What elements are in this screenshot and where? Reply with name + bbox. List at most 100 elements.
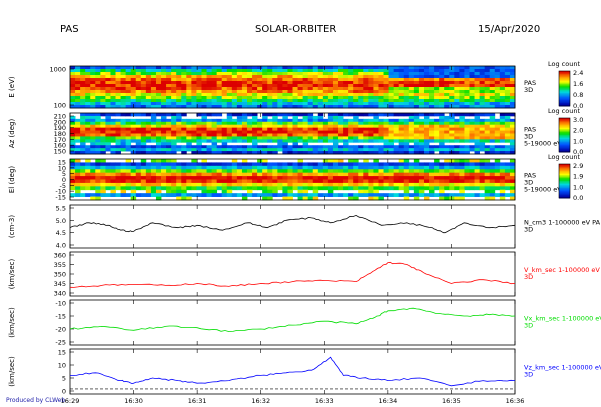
heatmap-cell-0-10-76: [454, 96, 460, 100]
heatmap-cell-2-2-69: [418, 165, 425, 170]
heatmap-cell-0-4-44: [292, 78, 298, 82]
heatmap-cell-1-6-28: [211, 130, 218, 134]
heatmap-cell-1-6-10: [120, 130, 127, 134]
heatmap-cell-1-6-69: [418, 130, 425, 134]
heatmap-cell-2-1-85: [499, 162, 506, 167]
heatmap-cell-2-8-85: [499, 186, 506, 191]
heatmap-cell-1-7-86: [504, 133, 511, 137]
heatmap-cell-0-12-10: [120, 102, 127, 106]
heatmap-cell-2-4-0: [70, 172, 76, 177]
heatmap-cell-1-6-4: [90, 130, 96, 134]
heatmap-cell-0-4-24: [191, 78, 197, 82]
heatmap-cell-1-5-14: [140, 127, 147, 131]
heatmap-cell-0-6-75: [449, 84, 455, 88]
heatmap-cell-2-10-44: [292, 193, 298, 197]
heatmap-cell-1-5-52: [332, 127, 339, 131]
heatmap-cell-1-5-19: [166, 127, 172, 131]
heatmap-cell-0-6-20: [171, 84, 177, 88]
heatmap-cell-2-9-21: [176, 189, 182, 194]
heatmap-cell-2-3-8: [110, 169, 116, 174]
heatmap-cell-1-4-14: [140, 124, 147, 129]
heatmap-cell-1-0-42: [282, 113, 288, 117]
heatmap-cell-2-5-53: [338, 176, 344, 180]
heatmap-cell-1-9-61: [378, 139, 384, 143]
heatmap-cell-2-4-61: [378, 172, 384, 177]
heatmap-cell-2-10-41: [277, 193, 283, 197]
heatmap-cell-1-8-39: [267, 136, 273, 140]
heatmap-cell-2-2-74: [444, 165, 450, 170]
ytick-label-3-0: 5.5: [56, 205, 66, 213]
heatmap-cell-2-0-20: [171, 159, 177, 163]
heatmap-cell-1-12-25: [196, 148, 202, 152]
ytick-label-1-0: 210: [54, 113, 66, 121]
heatmap-cell-1-9-0: [70, 139, 76, 143]
heatmap-cell-0-3-30: [221, 75, 228, 79]
heatmap-cell-1-9-59: [368, 139, 374, 143]
heatmap-cell-0-8-29: [216, 90, 223, 94]
heatmap-cell-1-11-29: [216, 145, 223, 149]
colorbar-cell-1-9: [559, 130, 570, 133]
heatmap-cell-2-3-47: [307, 169, 314, 174]
heatmap-cell-1-13-13: [135, 151, 142, 155]
heatmap-cell-0-0-53: [338, 66, 344, 70]
heatmap-cell-0-7-74: [444, 87, 450, 91]
heatmap-cell-2-5-6: [100, 176, 106, 180]
heatmap-cell-1-3-1: [75, 121, 81, 126]
heatmap-cell-0-8-73: [439, 90, 445, 94]
heatmap-cell-1-4-17: [155, 124, 162, 129]
heatmap-cell-2-4-86: [504, 172, 511, 177]
heatmap-cell-1-9-66: [403, 139, 410, 143]
heatmap-cell-0-4-19: [166, 78, 172, 82]
heatmap-cell-0-0-58: [363, 66, 369, 70]
heatmap-cell-0-12-67: [408, 102, 415, 106]
heatmap-cell-1-5-39: [267, 127, 273, 131]
heatmap-cell-1-4-78: [464, 124, 470, 129]
heatmap-cell-0-1-75: [449, 69, 455, 73]
colorbar-cell-1-0: [559, 118, 570, 120]
heatmap-cell-1-9-3: [85, 139, 91, 143]
heatmap-cell-0-9-36: [252, 93, 258, 97]
heatmap-cell-1-12-60: [373, 148, 379, 152]
heatmap-cell-2-4-63: [388, 172, 395, 177]
heatmap-cell-0-13-11: [125, 105, 132, 109]
heatmap-cell-0-9-63: [388, 93, 395, 97]
heatmap-cell-2-3-45: [297, 169, 304, 174]
heatmap-cell-1-2-51: [327, 118, 334, 123]
heatmap-cell-1-4-20: [171, 124, 177, 129]
heatmap-cell-1-4-7: [105, 124, 111, 129]
heatmap-cell-1-13-6: [100, 151, 106, 155]
heatmap-cell-0-1-81: [479, 69, 486, 73]
heatmap-cell-1-4-56: [353, 124, 359, 129]
heatmap-cell-0-12-40: [272, 102, 278, 106]
heatmap-cell-2-7-60: [373, 182, 379, 187]
heatmap-cell-1-5-31: [226, 127, 233, 131]
heatmap-cell-2-1-37: [257, 162, 263, 167]
heatmap-cell-0-12-16: [150, 102, 157, 106]
heatmap-cell-0-3-82: [484, 75, 491, 79]
heatmap-cell-0-3-20: [171, 75, 177, 79]
heatmap-cell-2-4-10: [120, 172, 127, 177]
heatmap-cell-1-10-65: [398, 142, 405, 146]
heatmap-cell-1-13-80: [474, 151, 481, 155]
heatmap-cell-0-13-4: [90, 105, 96, 109]
heatmap-cell-0-10-69: [418, 96, 425, 100]
heatmap-cell-0-4-78: [464, 78, 470, 82]
heatmap-cell-0-10-73: [439, 96, 445, 100]
heatmap-cell-0-11-85: [499, 99, 506, 103]
heatmap-cell-0-3-50: [322, 75, 329, 79]
heatmap-cell-1-6-0: [70, 130, 76, 134]
heatmap-cell-0-5-44: [292, 81, 298, 85]
heatmap-cell-2-0-53: [338, 159, 344, 163]
heatmap-cell-1-12-44: [292, 148, 298, 152]
heatmap-cell-2-3-65: [398, 169, 405, 174]
heatmap-cell-1-7-49: [317, 133, 324, 137]
heatmap-cell-0-10-46: [302, 96, 309, 100]
heatmap-cell-2-7-77: [459, 182, 465, 187]
heatmap-cell-2-7-40: [272, 182, 278, 187]
colorbar-tick-0-1: 1.6: [573, 80, 583, 88]
heatmap-cell-0-1-27: [206, 69, 212, 73]
heatmap-cell-0-5-85: [499, 81, 506, 85]
heatmap-cell-0-11-79: [469, 99, 475, 103]
heatmap-cell-2-2-12: [130, 165, 137, 170]
heatmap-cell-0-5-33: [236, 81, 243, 85]
